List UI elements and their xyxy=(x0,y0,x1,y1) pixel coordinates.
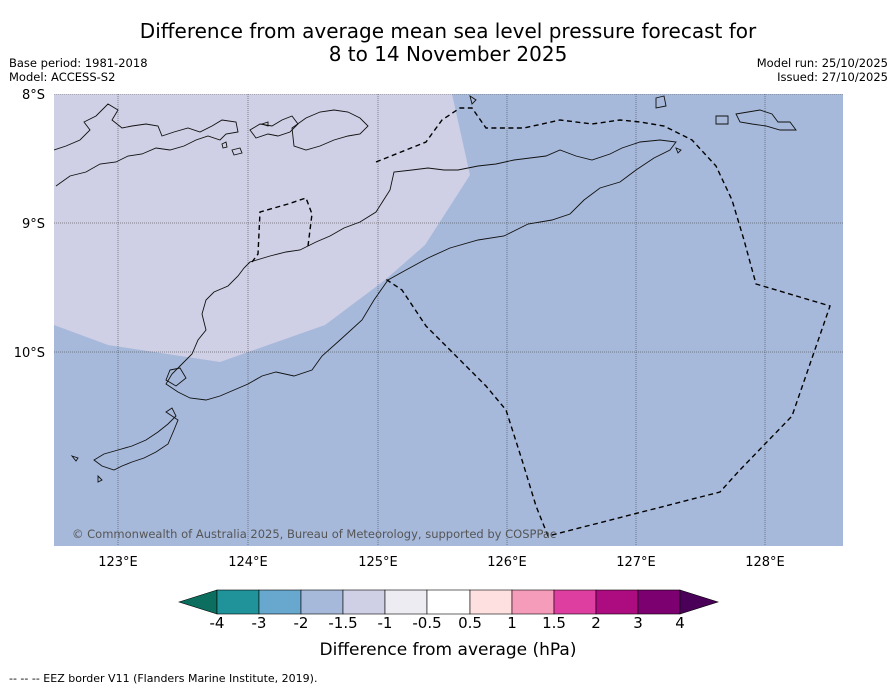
colorbar-tick-labels: -4 -3 -2 -1.5 -1 -0.5 0.5 1 1.5 2 3 4 xyxy=(0,614,896,636)
colorbar-over-arrow xyxy=(679,589,719,615)
colorbar-tick-label: 1 xyxy=(507,614,517,632)
colorbar-tick-label: -2 xyxy=(293,614,309,632)
lat-label: 8°S xyxy=(22,88,45,103)
colorbar-swatch xyxy=(426,589,471,615)
small-island-8 xyxy=(675,147,682,154)
model-text: Model: ACCESS-S2 xyxy=(9,70,116,84)
colorbar xyxy=(178,589,719,615)
model-run-text: Model run: 25/10/2025 xyxy=(756,56,888,70)
wetar-coast xyxy=(291,109,369,151)
lon-label: 123°E xyxy=(98,555,138,570)
model-info: Base period: 1981-2018 Model: ACCESS-S2 xyxy=(9,56,148,84)
small-island-3 xyxy=(221,141,228,149)
eez-footnote: -- -- -- EEZ border V11 (Flanders Marine… xyxy=(9,672,318,685)
title-line-1: Difference from average mean sea level p… xyxy=(139,19,757,43)
small-island-4 xyxy=(70,455,79,462)
colorbar-swatch xyxy=(342,589,386,615)
lon-label: 124°E xyxy=(228,555,268,570)
lat-label: 9°S xyxy=(22,217,45,232)
eez-border-west xyxy=(383,277,549,537)
rote-coast xyxy=(93,407,179,471)
colorbar-under-arrow xyxy=(178,589,218,615)
small-island-5 xyxy=(97,474,103,483)
colorbar-tick-label: -1 xyxy=(377,614,393,632)
lon-label: 127°E xyxy=(616,555,656,570)
colorbar-tick-label: 1.5 xyxy=(542,614,566,632)
colorbar-swatch xyxy=(469,589,513,615)
eez-borders xyxy=(251,107,831,537)
anomaly-region-field xyxy=(54,94,470,362)
small-island-2 xyxy=(260,121,269,127)
colorbar-tick-label: -3 xyxy=(251,614,267,632)
colorbar-swatch xyxy=(511,589,555,615)
map-title: Difference from average mean sea level p… xyxy=(0,20,896,66)
eez-border-north xyxy=(375,107,831,537)
title-line-2: 8 to 14 November 2025 xyxy=(328,42,568,66)
colorbar-tick-label: 0.5 xyxy=(458,614,482,632)
lon-label: 125°E xyxy=(358,555,398,570)
colorbar-swatch xyxy=(384,589,428,615)
lat-label: 10°S xyxy=(14,346,45,361)
run-info: Model run: 25/10/2025 Issued: 27/10/2025 xyxy=(757,56,888,84)
colorbar-tick-label: 4 xyxy=(675,614,685,632)
small-island-1 xyxy=(231,147,243,156)
colorbar-swatch xyxy=(300,589,344,615)
base-period-text: Base period: 1981-2018 xyxy=(9,56,148,70)
colorbar-tick-label: 3 xyxy=(633,614,643,632)
eez-border-timor xyxy=(251,197,313,263)
lon-labels: 123°E 124°E 125°E 126°E 127°E 128°E xyxy=(98,555,785,570)
colorbar-swatch xyxy=(258,589,302,615)
babar-coast xyxy=(655,95,667,109)
colorbar-swatch xyxy=(216,589,260,615)
issued-text: Issued: 27/10/2025 xyxy=(777,70,888,84)
colorbar-tick-label: -0.5 xyxy=(412,614,442,632)
lon-label: 128°E xyxy=(745,555,785,570)
small-island-6 xyxy=(715,115,729,125)
lon-label: 126°E xyxy=(487,555,527,570)
leti-coast xyxy=(735,109,797,131)
small-island-7 xyxy=(469,94,477,105)
flores-coast xyxy=(54,103,239,187)
savu-coast xyxy=(165,367,187,387)
colorbar-tick-label: -1.5 xyxy=(328,614,358,632)
copyright-text: © Commonwealth of Australia 2025, Bureau… xyxy=(72,527,556,541)
colorbar-title: Difference from average (hPa) xyxy=(319,640,577,660)
timor-coast xyxy=(165,139,677,401)
colorbar-swatch xyxy=(553,589,597,615)
colorbar-swatch xyxy=(595,589,639,615)
colorbar-swatch xyxy=(637,589,681,615)
graticule xyxy=(54,94,843,546)
colorbar-tick-label: 2 xyxy=(591,614,601,632)
colorbar-tick-label: -4 xyxy=(209,614,225,632)
coastlines xyxy=(54,94,797,483)
lat-labels: 8°S 9°S 10°S xyxy=(14,88,45,361)
